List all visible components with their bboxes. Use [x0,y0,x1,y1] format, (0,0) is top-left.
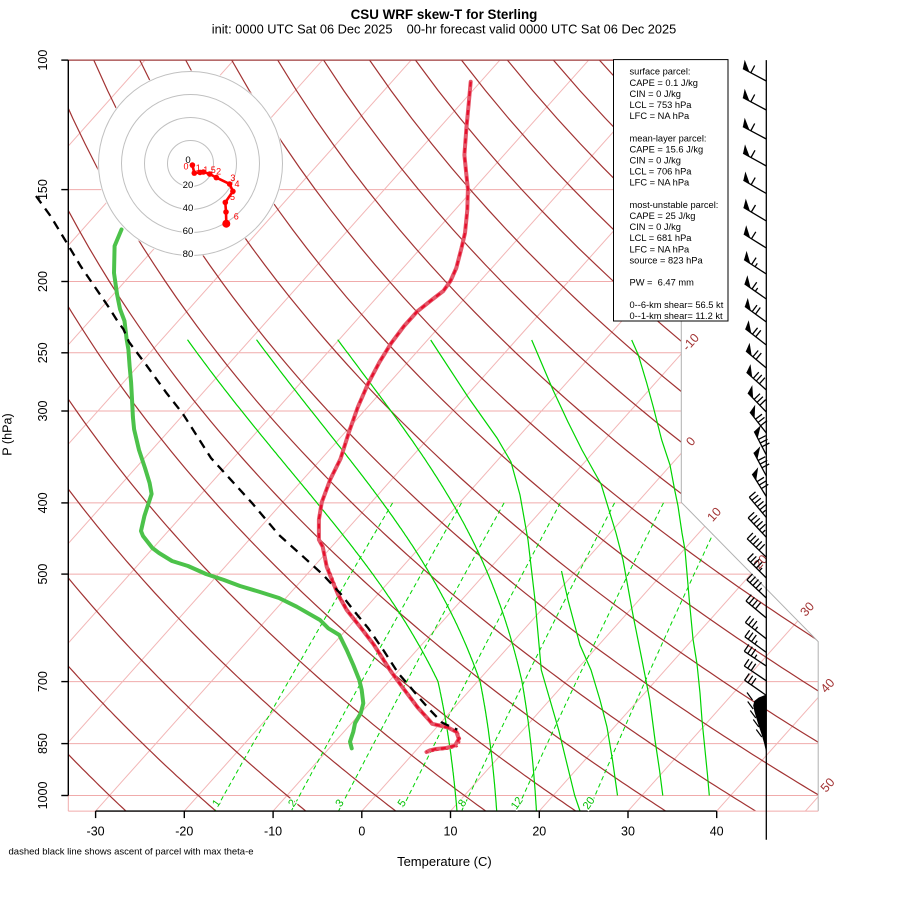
svg-text:850: 850 [36,733,50,754]
svg-text:1: 1 [196,163,201,173]
svg-text:P (hPa): P (hPa) [1,413,15,455]
svg-text:10: 10 [444,824,458,838]
svg-text:1000: 1000 [36,782,50,810]
svg-text:500: 500 [36,564,50,585]
svg-text:20: 20 [532,824,546,838]
svg-text:source = 823 hPa: source = 823 hPa [630,255,704,265]
svg-text:0: 0 [183,162,188,172]
svg-text:30: 30 [621,824,635,838]
svg-text:CIN = 0 J/kg: CIN = 0 J/kg [630,156,681,166]
svg-text:CIN = 0 J/kg: CIN = 0 J/kg [630,89,681,99]
svg-text:0: 0 [358,824,365,838]
svg-text:4: 4 [234,179,239,189]
svg-text:0--1-km shear= 11.2 kt: 0--1-km shear= 11.2 kt [630,311,724,321]
svg-text:150: 150 [36,179,50,200]
svg-text:LFC = NA hPa: LFC = NA hPa [630,111,691,121]
svg-text:250: 250 [36,342,50,363]
svg-text:init: 0000 UTC Sat 06 Dec 2025: init: 0000 UTC Sat 06 Dec 2025 00-hr for… [212,22,677,37]
svg-text:CIN = 0 J/kg: CIN = 0 J/kg [630,222,681,232]
svg-text:400: 400 [36,492,50,513]
svg-text:surface parcel:: surface parcel: [630,67,691,77]
svg-text:CAPE = 15.6 J/kg: CAPE = 15.6 J/kg [630,144,704,154]
svg-text:40: 40 [710,824,724,838]
svg-text:200: 200 [36,271,50,292]
svg-text:LCL = 753 hPa: LCL = 753 hPa [630,100,693,110]
svg-text:3: 3 [230,173,235,183]
svg-text:40: 40 [183,203,194,214]
svg-text:20: 20 [183,180,194,191]
svg-text:-20: -20 [175,824,193,838]
svg-text:LFC = NA hPa: LFC = NA hPa [630,244,691,254]
svg-text:CSU WRF skew-T for Sterling: CSU WRF skew-T for Sterling [351,7,538,22]
svg-text:mean-layer parcel:: mean-layer parcel: [630,133,707,143]
svg-text:Temperature (C): Temperature (C) [397,854,492,869]
svg-text:6: 6 [234,212,239,222]
svg-text:100: 100 [36,50,50,71]
svg-text:LCL = 681 hPa: LCL = 681 hPa [630,233,693,243]
svg-text:-30: -30 [87,824,105,838]
svg-text:300: 300 [36,401,50,422]
svg-text:CAPE = 25 J/kg: CAPE = 25 J/kg [630,211,696,221]
svg-text:-10: -10 [264,824,282,838]
svg-text:CAPE = 0.1 J/kg: CAPE = 0.1 J/kg [630,78,698,88]
svg-text:dashed black line shows ascent: dashed black line shows ascent of parcel… [9,847,254,858]
svg-text:700: 700 [36,671,50,692]
svg-text:0--6-km shear= 56.5 kt: 0--6-km shear= 56.5 kt [630,300,724,310]
svg-text:0: 0 [185,155,190,166]
svg-text:PW = 6.47 mm: PW = 6.47 mm [630,278,695,288]
svg-text:LFC = NA hPa: LFC = NA hPa [630,178,691,188]
svg-text:1.5: 1.5 [203,165,216,175]
svg-text:LCL = 706 hPa: LCL = 706 hPa [630,167,693,177]
svg-text:most-unstable parcel:: most-unstable parcel: [630,200,719,210]
svg-text:60: 60 [183,226,194,237]
svg-text:5: 5 [230,192,235,202]
svg-text:80: 80 [183,249,194,260]
svg-text:2: 2 [216,167,221,177]
